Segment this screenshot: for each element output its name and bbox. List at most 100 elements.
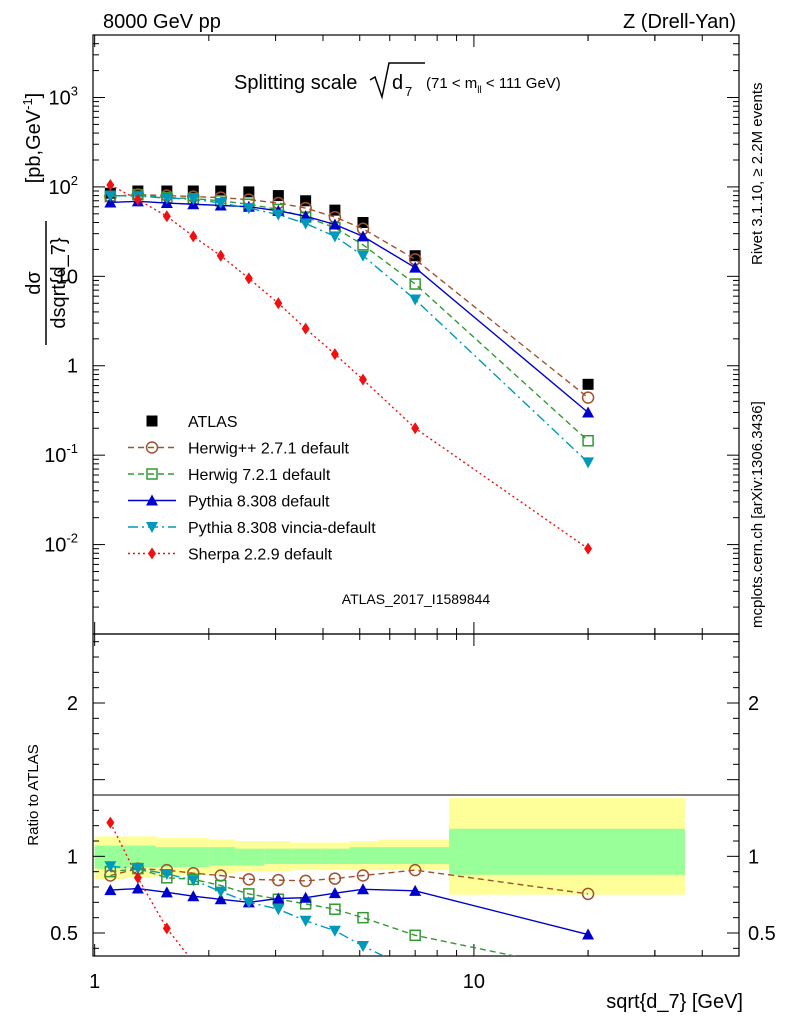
ratio-point-herwig-2-7-1-default [356,869,370,882]
plot-title-main: Splitting scale [234,72,357,94]
main-point-atlas [161,185,173,197]
ylabel-unit-end: ] [23,93,45,99]
main-point-pythia-8-308-vincia-default [357,250,370,262]
main-point-atlas [272,190,284,202]
header-right: Z (Drell-Yan) [623,11,736,33]
legend-marker-atlas [146,415,158,427]
ratio-point-pythia-8-308-default [131,882,144,894]
ratio-point-pythia-8-308-vincia-default [242,897,255,909]
ratio-point-pythia-8-308-vincia-default [104,861,117,873]
ratio-point-pythia-8-308-default [160,886,173,898]
ylabel-num: dσ [23,271,45,295]
legend: ATLAS Herwig++ 2.7.1 default Herwig 7.2.1 … [128,414,376,564]
main-point-pythia-8-308-default [328,218,341,230]
ratio-point-herwig-7-2-1-default [329,903,341,915]
main-point-atlas [409,250,421,262]
main-point-atlas [357,216,369,228]
ratio-point-herwig-2-7-1-default [408,863,422,877]
main-point-pythia-8-308-default [409,261,422,273]
ratio-y-tick-label-right: 1 [748,846,759,868]
main-point-sherpa-2-2-9-default [216,249,225,262]
main-point-sherpa-2-2-9-default [162,210,171,223]
main-point-pythia-8-308-vincia-default [409,294,422,306]
ratio-point-herwig-2-7-1-default [272,873,285,887]
main-point-sherpa-2-2-9-default [189,230,198,243]
main-point-pythia-8-308-vincia-default [299,218,312,230]
band-green-10 [378,847,450,864]
main-point-pythia-8-308-vincia-default [582,457,595,469]
band-green-4 [208,847,236,866]
plot-title: Splitting scale d 7 (71 < mll < 111 GeV) [234,62,561,100]
legend-marker-sherpa-2-2-9-default [148,547,156,560]
y-tick-label: 10-2 [44,531,78,557]
ratio-bands [94,798,685,895]
band-green-11 [449,828,685,875]
main-line-herwig-7-2-1-default [110,193,589,442]
main-series [104,179,595,555]
ratio-point-pythia-8-308-vincia-default [328,925,341,937]
plot-title-sub: 7 [405,84,412,99]
ratio-point-herwig-2-7-1-default [581,887,595,901]
main-point-sherpa-2-2-9-default [301,322,310,335]
axis-ticks: 1 10 10-2 10-1 1 10 102 103 0.5 0.5 1 1 2 2 [44,34,776,993]
legend-label-herwig-2-7-1-default: Herwig++ 2.7.1 default [188,441,350,458]
main-point-sherpa-2-2-9-default [106,179,115,192]
main-point-sherpa-2-2-9-default [411,422,420,435]
main-point-herwig-7-2-1-default [582,434,594,447]
ratio-ylabel: Ratio to ATLAS [25,744,42,845]
ratio-point-sherpa-2-2-9-default [162,922,171,935]
ratio-point-sherpa-2-2-9-default [133,871,142,884]
band-green-5 [235,848,265,866]
main-point-sherpa-2-2-9-default [584,542,593,555]
plot-title-var: d [392,72,403,94]
main-point-atlas [300,195,312,207]
main-point-atlas [132,185,144,197]
ratio-line-sherpa-2-2-9-default [109,822,190,956]
ratio-point-pythia-8-308-vincia-default [357,941,370,953]
band-green-7 [291,848,321,864]
ratio-point-pythia-8-308-vincia-default [187,875,200,887]
main-point-pythia-8-308-vincia-default [160,193,173,205]
y-tick-label: 10-1 [44,441,78,467]
ratio-y-tick-label: 1 [67,846,78,868]
main-line-sherpa-2-2-9-default [110,184,589,550]
ratio-point-pythia-8-308-default [409,884,422,896]
y-tick-label: 103 [49,83,78,109]
ratio-point-herwig-7-2-1-default [357,911,369,924]
main-point-herwig-2-7-1-default [581,391,595,404]
main-point-atlas [329,204,341,216]
main-line-pythia-8-308-vincia-default [110,194,589,463]
ratio-point-pythia-8-308-vincia-default [131,863,144,875]
mcplots-label: mcplots.cern.ch [arXiv:1306.3436] [749,401,766,628]
main-point-sherpa-2-2-9-default [359,373,368,386]
ratio-point-herwig-2-7-1-default [242,873,256,886]
ylabel-unit: [pb,GeV-1] [20,93,45,184]
ratio-y-tick-label-right: 2 [748,693,759,715]
main-point-pythia-8-308-vincia-default [272,209,285,221]
main-point-atlas [243,186,255,198]
ratio-point-pythia-8-308-vincia-default [272,904,285,916]
ratio-point-pythia-8-308-default [272,892,285,904]
band-green-3 [182,847,209,868]
x-axis-label: sqrt{d_7} [GeV] [606,991,743,1013]
ratio-line-pythia-8-308-default [110,887,589,936]
y-axis-label: dσ dsqrt{d_7} [23,221,70,345]
ratio-point-pythia-8-308-default [214,893,227,905]
ylabel-unit-sup: -1 [20,98,35,110]
band-green-6 [264,848,292,864]
main-point-pythia-8-308-default [582,406,595,418]
ratio-point-pythia-8-308-vincia-default [299,915,312,927]
ratio-point-pythia-8-308-default [187,890,200,902]
main-line-pythia-8-308-default [110,200,589,414]
ratio-point-herwig-2-7-1-default [328,872,342,885]
ratio-point-herwig-7-2-1-default [409,929,421,942]
main-point-sherpa-2-2-9-default [274,297,283,310]
main-point-sherpa-2-2-9-default [330,348,339,361]
band-green-0 [94,845,125,869]
plot-title-range-start: (71 < m [426,75,477,92]
legend-label-herwig-7-2-1-default: Herwig 7.2.1 default [188,467,331,484]
main-point-pythia-8-308-vincia-default [328,231,341,243]
plot-title-range-sub: ll [477,85,481,96]
x-tick-label: 1 [89,971,100,993]
main-point-pythia-8-308-default [104,196,117,208]
